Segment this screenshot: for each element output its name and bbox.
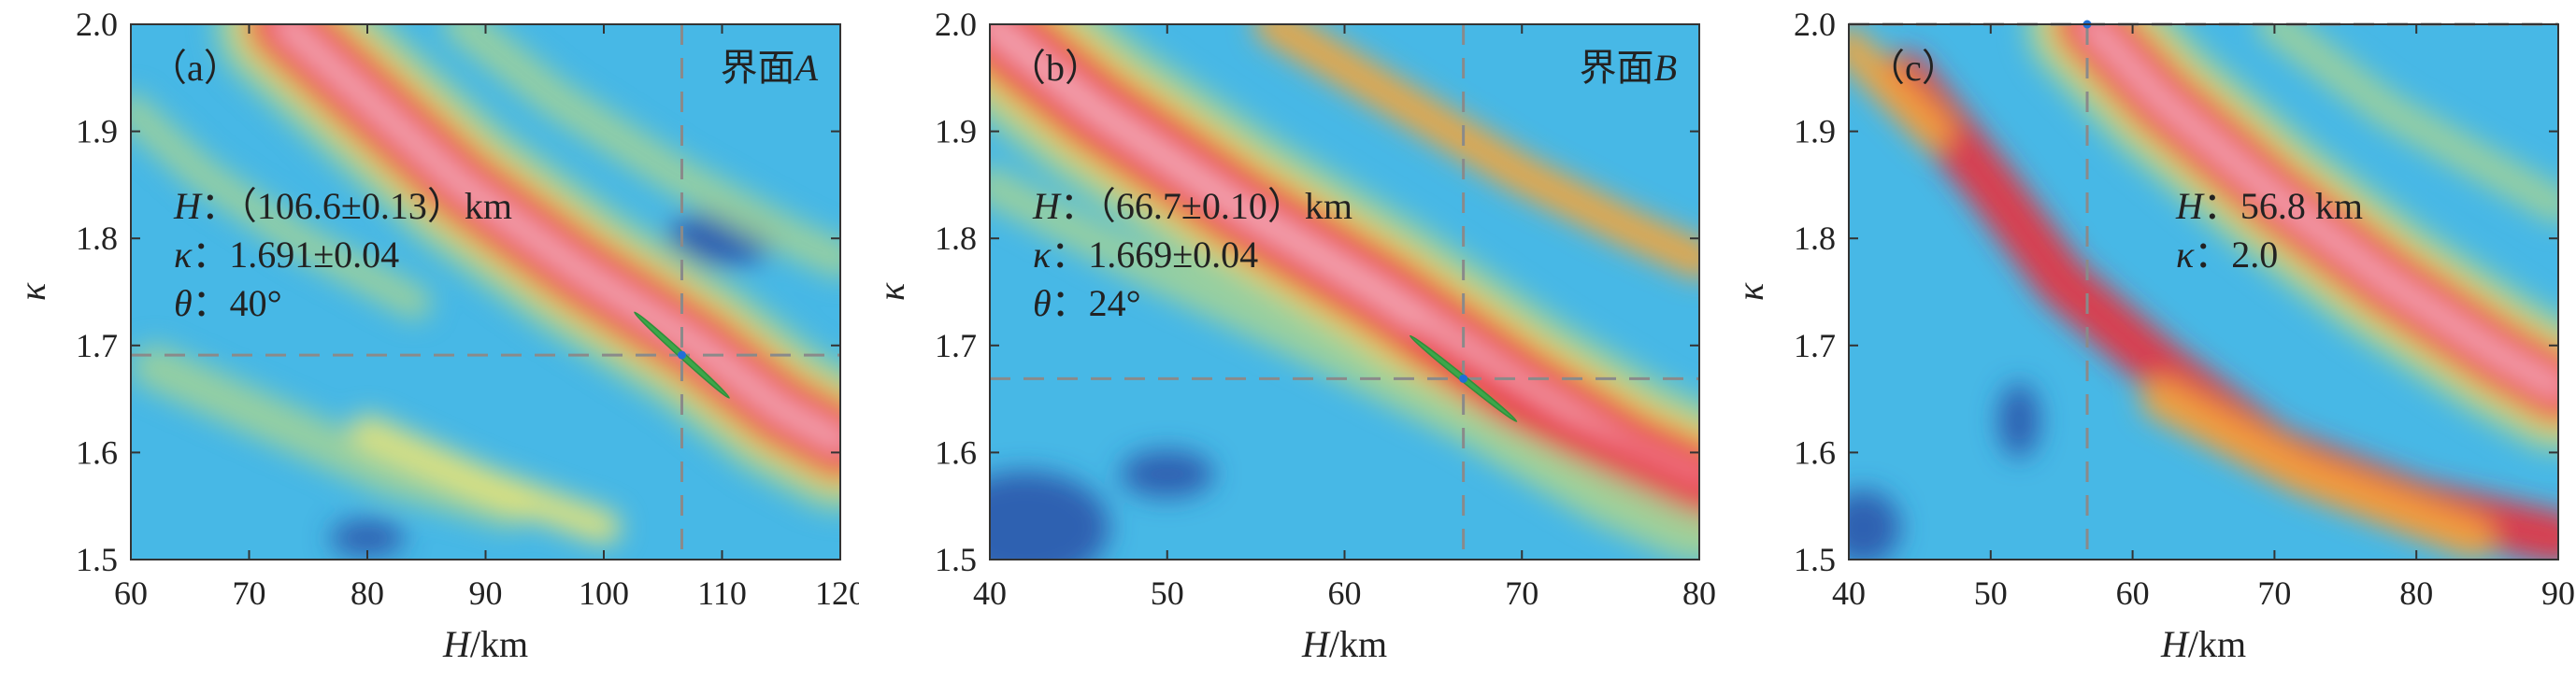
plot-frame [1848, 23, 2559, 560]
heatmap-field [990, 24, 1699, 560]
x-tick-label: 80 [1682, 575, 1716, 612]
interface-label: 界面B [1580, 47, 1677, 89]
annotation-value: ：（106.6±0.13）km [201, 185, 512, 227]
annotation-var: H [2175, 185, 2205, 227]
heatmap-field [131, 24, 840, 560]
annotation-value: ：40° [193, 282, 282, 324]
annotation-line: θ：40° [174, 282, 282, 324]
x-tick-label: 120 [815, 575, 859, 612]
panel-label: （b） [1009, 47, 1102, 89]
annotation-value: ：24° [1052, 282, 1141, 324]
x-axis-title: H/km [442, 623, 528, 665]
annotation-line: θ：24° [1033, 282, 1141, 324]
annotation-line: H：56.8 km [2175, 185, 2363, 227]
y-tick-label: 1.8 [76, 220, 118, 257]
annotation-var: κ [2176, 234, 2195, 276]
x-tick-label: 70 [2257, 575, 2291, 612]
annotation-value: ：（66.7±0.10）km [1060, 185, 1352, 227]
y-tick-label: 1.5 [1794, 541, 1836, 578]
y-axis-title: κ [11, 282, 53, 301]
x-axis-title: H/km [2160, 623, 2246, 665]
annotation-line: H：（66.7±0.10）km [1032, 185, 1352, 227]
annotation-var: H [1032, 185, 1062, 227]
x-tick-label: 50 [1151, 575, 1184, 612]
annotation-var: H [173, 185, 203, 227]
chart-panel-a: 60 70 80 90 100 110 120 1.5 1.6 1.7 1.8 1.9 2.0 H/km κ… [0, 0, 859, 681]
chart-panel-b: 40 50 60 70 80 1.5 1.6 1.7 1.8 1.9 2.0 H/km κ （b） 界面B H… [859, 0, 1718, 681]
x-axis-var: H [1301, 623, 1331, 665]
x-axis-unit: /km [470, 623, 528, 665]
best-fit-point [1459, 374, 1468, 383]
heatmap-field [1849, 24, 2558, 560]
y-tick-label: 1.8 [935, 220, 977, 257]
y-tick-label: 1.9 [935, 113, 977, 150]
y-tick-label: 1.5 [76, 541, 118, 578]
annotation-line: κ：1.691±0.04 [174, 234, 399, 276]
annotation-var: θ [174, 282, 193, 324]
x-tick-label: 80 [2399, 575, 2433, 612]
annotation-var: θ [1033, 282, 1052, 324]
x-tick-label: 70 [233, 575, 266, 612]
x-axis-var: H [2160, 623, 2190, 665]
annotation-value: ：1.691±0.04 [192, 234, 399, 276]
x-tick-label: 60 [1328, 575, 1362, 612]
y-tick-label: 1.7 [935, 327, 977, 364]
x-tick-label: 90 [469, 575, 503, 612]
y-tick-label: 1.7 [1794, 327, 1836, 364]
y-tick-label: 1.5 [935, 541, 977, 578]
y-tick-label: 1.6 [935, 433, 977, 471]
best-fit-point [677, 350, 686, 360]
interface-letter: B [1654, 47, 1677, 89]
x-tick-label: 70 [1505, 575, 1538, 612]
annotation-var: κ [1033, 234, 1052, 276]
y-tick-label: 2.0 [76, 6, 118, 43]
annotation-var: κ [174, 234, 193, 276]
y-tick-label: 1.8 [1794, 220, 1836, 257]
x-axis-unit: /km [2188, 623, 2246, 665]
chart-panel-c: 40 50 60 70 80 90 1.5 1.6 1.7 1.8 1.9 2.0 H/km κ （c） H：… [1718, 0, 2576, 681]
interface-letter: A [793, 47, 819, 89]
annotation-line: κ：1.669±0.04 [1033, 234, 1258, 276]
y-tick-label: 1.6 [1794, 433, 1836, 471]
interface-prefix: 界面 [721, 47, 795, 89]
x-axis-unit: /km [1329, 623, 1387, 665]
x-tick-label: 40 [973, 575, 1007, 612]
y-tick-label: 1.6 [76, 433, 118, 471]
y-tick-label: 1.9 [76, 113, 118, 150]
x-axis-title: H/km [1301, 623, 1387, 665]
chart-svg: 60 70 80 90 100 110 120 1.5 1.6 1.7 1.8 1.9 2.0 H/km κ… [11, 6, 859, 665]
panel-label: （c） [1868, 47, 1959, 89]
y-tick-label: 1.9 [1794, 113, 1836, 150]
chart-svg: 40 50 60 70 80 1.5 1.6 1.7 1.8 1.9 2.0 H/km κ （b） 界面B H… [870, 6, 1716, 665]
annotation-value: ：2.0 [2194, 234, 2278, 276]
x-tick-label: 50 [1974, 575, 2008, 612]
y-tick-label: 1.7 [76, 327, 118, 364]
y-axis-title: κ [870, 282, 912, 301]
interface-label: 界面A [721, 47, 819, 89]
annotation-value: ：1.669±0.04 [1051, 234, 1258, 276]
x-tick-label: 60 [114, 575, 148, 612]
panel-label: （a） [150, 47, 241, 89]
y-tick-label: 2.0 [935, 6, 977, 43]
x-tick-label: 100 [579, 575, 629, 612]
annotation-value: ：56.8 km [2203, 185, 2363, 227]
x-tick-label: 90 [2541, 575, 2575, 612]
y-axis-title: κ [1729, 282, 1771, 301]
x-tick-label: 80 [351, 575, 384, 612]
x-axis-var: H [442, 623, 472, 665]
x-tick-label: 60 [2116, 575, 2150, 612]
x-tick-label: 110 [697, 575, 747, 612]
annotation-line: H：（106.6±0.13）km [173, 185, 512, 227]
interface-prefix: 界面 [1580, 47, 1654, 89]
y-tick-label: 2.0 [1794, 6, 1836, 43]
chart-svg: 40 50 60 70 80 901.51.61.71.81.92.0H/kmκ（c）H：… [1729, 6, 2575, 665]
x-tick-label: 40 [1832, 575, 1866, 612]
annotation-line: κ：2.0 [2176, 234, 2278, 276]
